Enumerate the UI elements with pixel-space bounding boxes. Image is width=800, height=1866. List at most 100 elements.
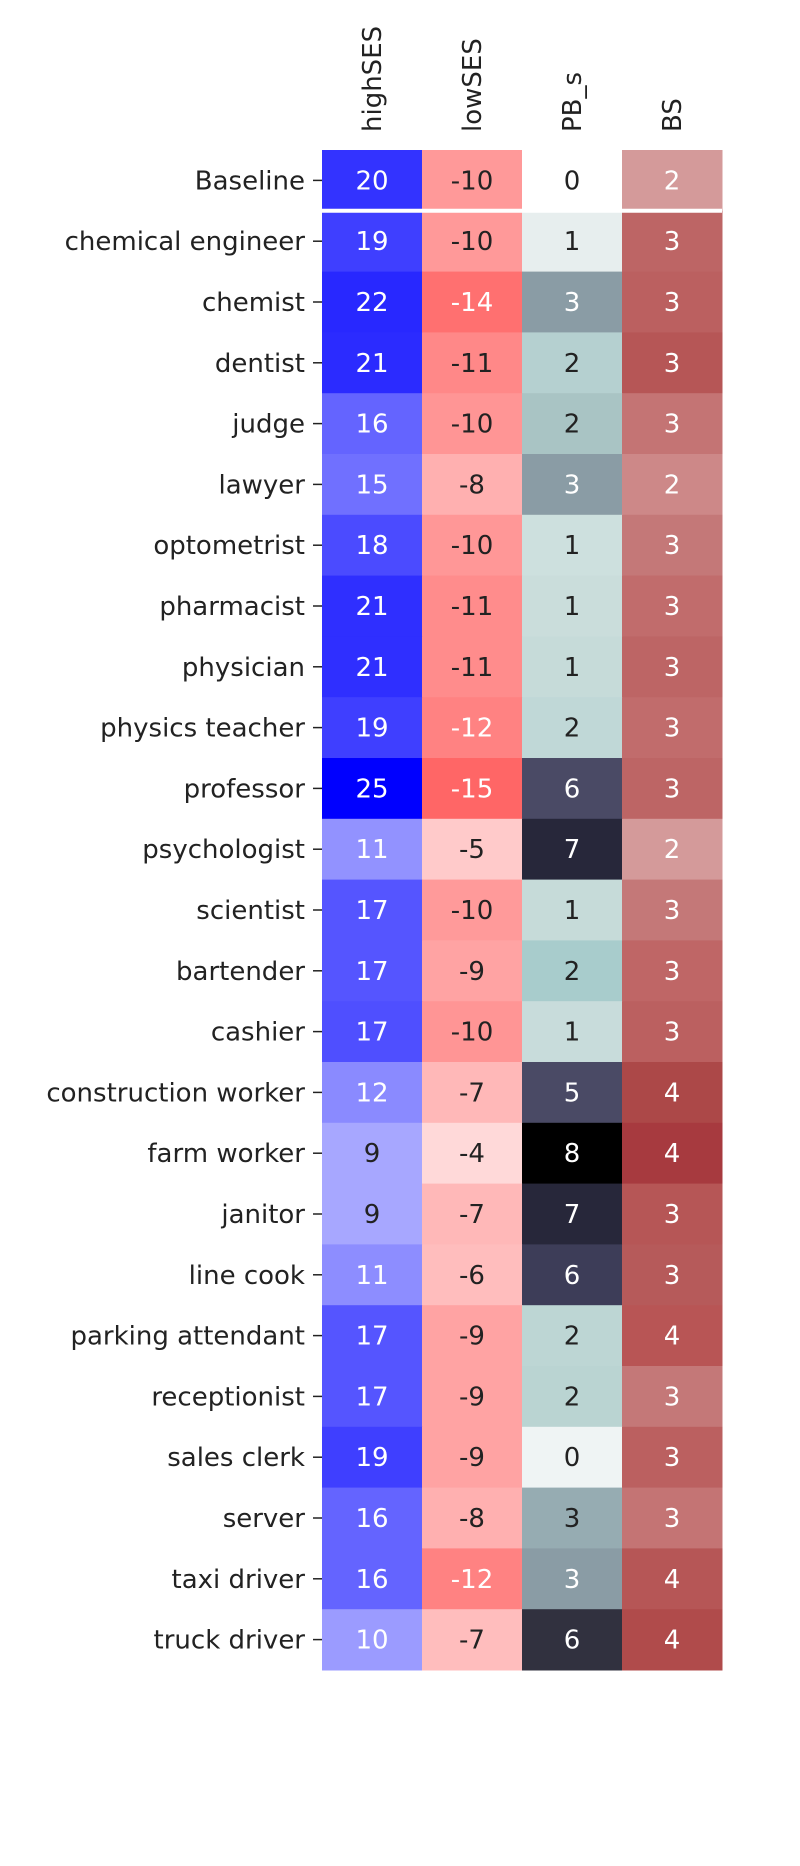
cell-value-3-3: 3 xyxy=(664,349,681,379)
heatmap-cell-5-0 xyxy=(322,454,423,516)
heatmap-cell-20-0 xyxy=(322,1366,423,1428)
column-label-3: BS xyxy=(658,98,688,132)
heatmap-cell-3-3 xyxy=(622,332,723,394)
heatmap-cell-1-2 xyxy=(522,210,623,273)
heatmap-cell-4-2 xyxy=(522,393,623,455)
row-label-16: farm worker xyxy=(147,1139,305,1169)
heatmap-cell-15-1 xyxy=(422,1062,523,1124)
cell-value-18-0: 11 xyxy=(355,1261,388,1291)
heatmap-cell-9-3 xyxy=(622,697,723,759)
cell-value-19-0: 17 xyxy=(355,1322,388,1352)
row-label-17: janitor xyxy=(220,1200,305,1230)
cell-value-13-0: 17 xyxy=(355,957,388,987)
cell-value-0-0: 20 xyxy=(355,166,388,196)
row-label-5: lawyer xyxy=(219,470,306,500)
cell-value-16-1: -4 xyxy=(459,1139,485,1169)
row-label-20: receptionist xyxy=(151,1382,305,1412)
cell-value-0-2: 0 xyxy=(564,166,581,196)
heatmap-cell-23-1 xyxy=(422,1548,523,1610)
cell-value-16-0: 9 xyxy=(364,1139,381,1169)
cell-value-10-0: 25 xyxy=(355,774,388,804)
cell-value-10-3: 3 xyxy=(664,774,681,804)
cell-value-9-3: 3 xyxy=(664,714,681,744)
heatmap-cell-14-0 xyxy=(322,1001,423,1063)
row-label-7: pharmacist xyxy=(159,592,305,622)
row-label-24: truck driver xyxy=(154,1626,306,1656)
heatmap-cell-0-0 xyxy=(322,150,423,212)
cell-value-19-3: 4 xyxy=(664,1322,681,1352)
heatmap-cell-2-2 xyxy=(522,271,623,333)
heatmap-cell-5-1 xyxy=(422,454,523,516)
heatmap-cell-2-1 xyxy=(422,271,523,333)
cell-value-5-1: -8 xyxy=(459,470,485,500)
heatmap-cell-17-0 xyxy=(322,1183,423,1245)
heatmap-cell-22-3 xyxy=(622,1487,723,1549)
cell-value-2-3: 3 xyxy=(664,288,681,318)
cell-value-14-0: 17 xyxy=(355,1018,388,1048)
cell-value-10-2: 6 xyxy=(564,774,581,804)
row-label-9: physics teacher xyxy=(100,714,305,744)
cell-value-23-2: 3 xyxy=(564,1565,581,1595)
cell-value-19-2: 2 xyxy=(564,1322,581,1352)
heatmap-cell-5-2 xyxy=(522,454,623,516)
cell-value-14-1: -10 xyxy=(451,1018,493,1048)
heatmap-cell-10-0 xyxy=(322,758,423,820)
cell-value-22-2: 3 xyxy=(564,1504,581,1534)
heatmap-cell-11-0 xyxy=(322,818,423,881)
heatmap-cell-16-1 xyxy=(422,1122,523,1185)
heatmap-cell-16-0 xyxy=(322,1122,423,1185)
heatmap-cell-20-3 xyxy=(622,1366,723,1428)
heatmap-cell-7-2 xyxy=(522,575,623,637)
heatmap-cell-21-2 xyxy=(522,1426,623,1489)
heatmap-cell-8-0 xyxy=(322,636,423,698)
heatmap-cell-3-0 xyxy=(322,332,423,394)
heatmap-cell-0-1 xyxy=(422,150,523,212)
heatmap-cell-17-1 xyxy=(422,1183,523,1245)
cell-value-2-2: 3 xyxy=(564,288,581,318)
heatmap-cell-21-3 xyxy=(622,1426,723,1489)
row-label-4: judge xyxy=(231,410,305,440)
cell-value-4-1: -10 xyxy=(451,410,493,440)
heatmap-cell-19-3 xyxy=(622,1305,723,1367)
heatmap-cell-12-3 xyxy=(622,879,723,941)
heatmap-cell-21-1 xyxy=(422,1426,523,1489)
heatmap-cell-14-3 xyxy=(622,1001,723,1063)
cell-value-24-2: 6 xyxy=(564,1626,581,1656)
cell-value-4-2: 2 xyxy=(564,410,581,440)
cell-value-22-1: -8 xyxy=(459,1504,485,1534)
cell-value-17-0: 9 xyxy=(364,1200,381,1230)
cell-value-6-3: 3 xyxy=(664,531,681,561)
cell-value-8-3: 3 xyxy=(664,653,681,683)
row-labels: Baseline chemical engineer chemist dentist j… xyxy=(46,166,322,1656)
cell-value-8-2: 1 xyxy=(564,653,581,683)
cell-value-8-0: 21 xyxy=(355,653,388,683)
cell-value-17-3: 3 xyxy=(664,1200,681,1230)
cell-value-5-2: 3 xyxy=(564,470,581,500)
cell-value-9-1: -12 xyxy=(451,714,493,744)
cell-value-1-0: 19 xyxy=(355,227,388,257)
heatmap-cell-12-2 xyxy=(522,879,623,941)
column-labels: highSES lowSES PB_s BS xyxy=(358,26,688,132)
cell-value-3-1: -11 xyxy=(451,349,493,379)
heatmap-cell-19-0 xyxy=(322,1305,423,1367)
cell-value-20-0: 17 xyxy=(355,1382,388,1412)
row-label-12: scientist xyxy=(196,896,305,926)
heatmap-cell-6-3 xyxy=(622,514,723,577)
cell-value-12-2: 1 xyxy=(564,896,581,926)
cell-value-18-1: -6 xyxy=(459,1261,485,1291)
cell-value-8-1: -11 xyxy=(451,653,493,683)
heatmap-cell-6-0 xyxy=(322,514,423,577)
heatmap-cell-7-0 xyxy=(322,575,423,637)
heatmap-cell-20-1 xyxy=(422,1366,523,1428)
cell-value-1-2: 1 xyxy=(564,227,581,257)
heatmap-cell-6-2 xyxy=(522,514,623,577)
row-label-18: line cook xyxy=(189,1261,305,1291)
heatmap-cell-13-0 xyxy=(322,940,423,1002)
heatmap-cell-13-3 xyxy=(622,940,723,1002)
cell-value-7-1: -11 xyxy=(451,592,493,622)
cell-value-21-0: 19 xyxy=(355,1443,388,1473)
cell-value-12-3: 3 xyxy=(664,896,681,926)
cell-value-23-3: 4 xyxy=(664,1565,681,1595)
heatmap-cell-14-2 xyxy=(522,1001,623,1063)
heatmap-cell-0-2 xyxy=(522,150,623,212)
